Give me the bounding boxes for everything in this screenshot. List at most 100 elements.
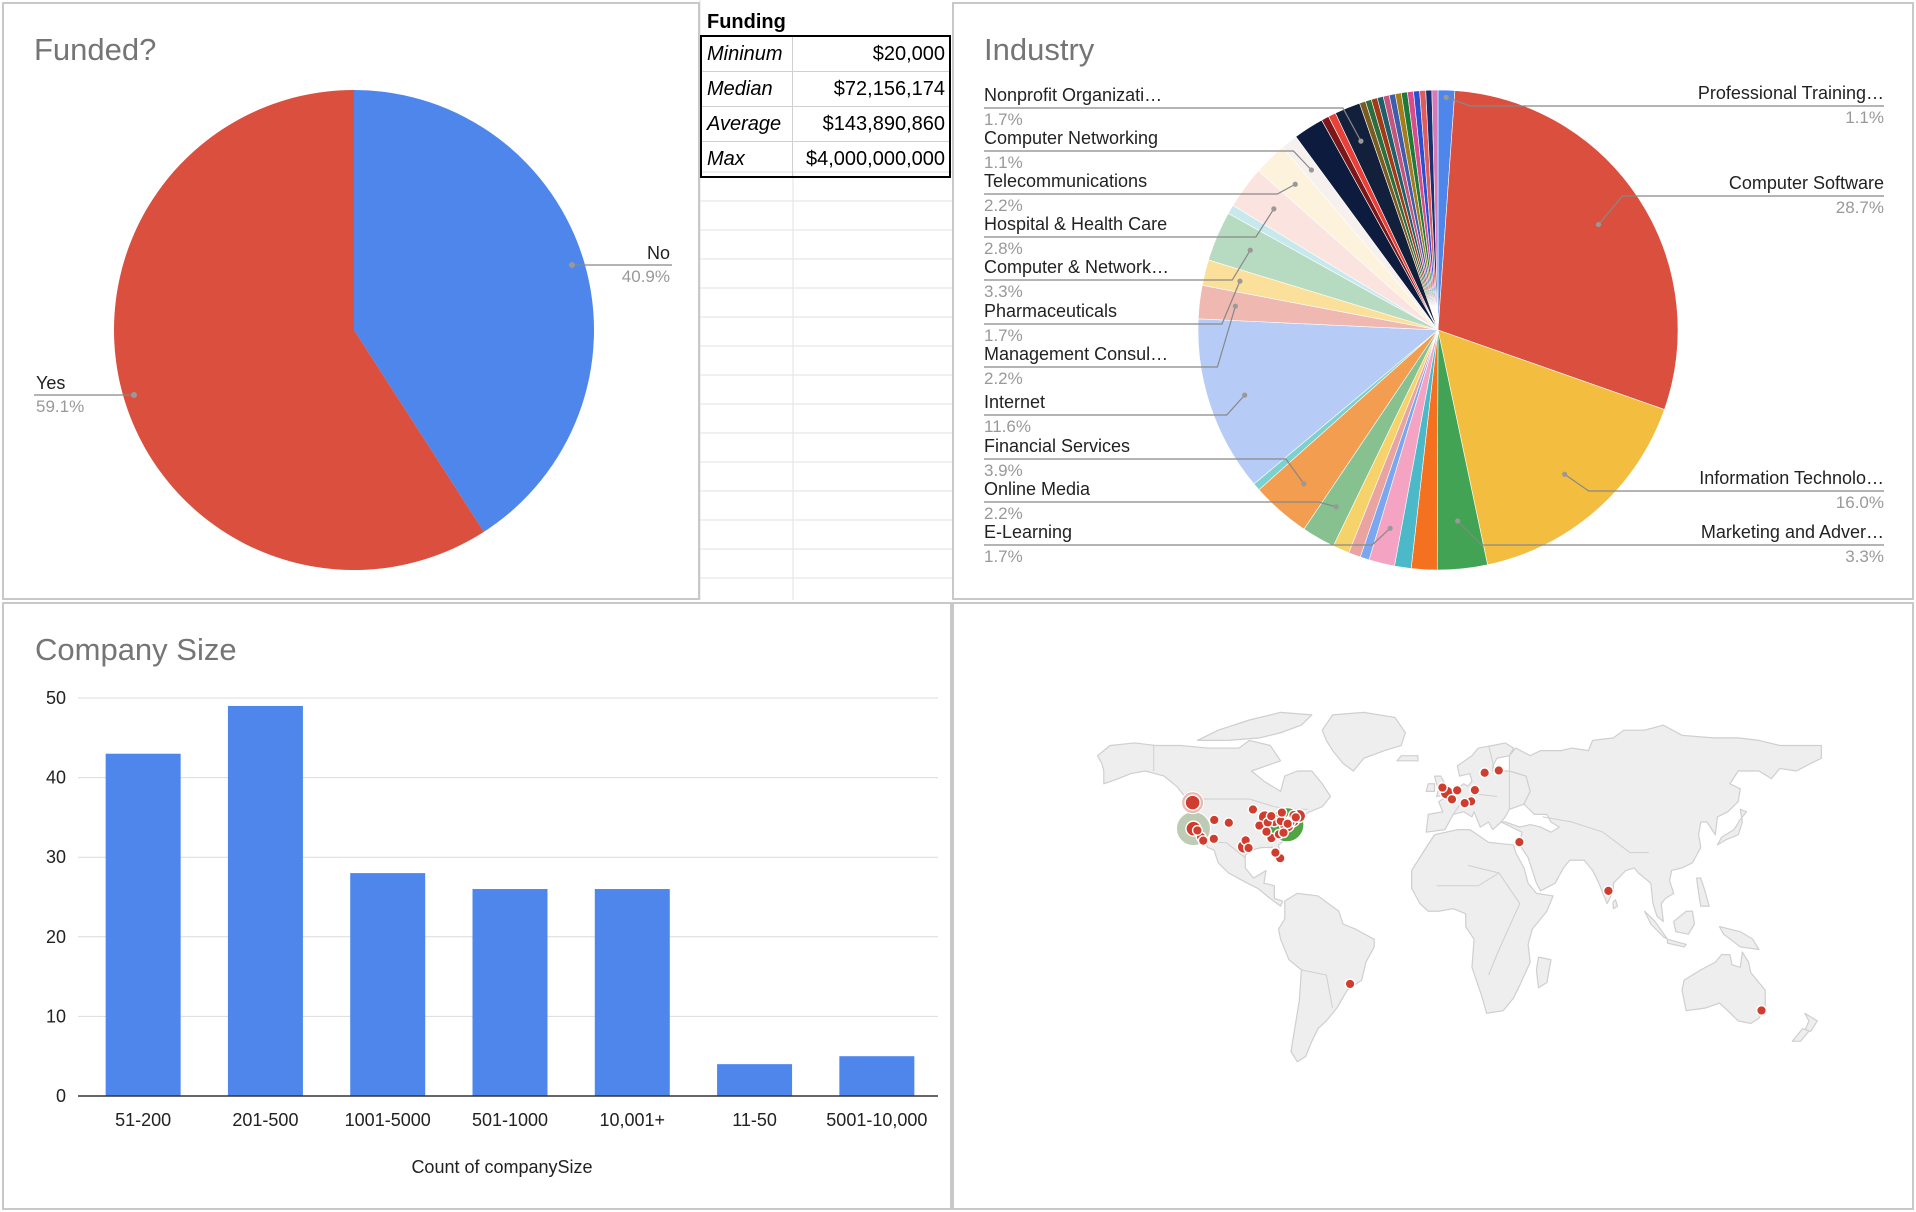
slice-pct: 40.9% (622, 267, 670, 286)
slice-label: Computer Software (1729, 173, 1884, 193)
funding-value: $143,890,860 (822, 113, 945, 135)
leader-dot (1455, 518, 1461, 524)
leader-line (984, 150, 1312, 171)
slice-pct: 3.3% (984, 282, 1023, 301)
x-tick-label: 201-500 (232, 1110, 298, 1130)
land-shape (1695, 877, 1710, 907)
land-shape (1535, 956, 1552, 989)
world-map[interactable] (954, 604, 1912, 1208)
chart-title: Funded? (34, 32, 157, 67)
funding-label: Median (702, 72, 793, 106)
leader-line (984, 306, 1236, 368)
country-border (1301, 969, 1334, 1009)
funded-pie-chart[interactable]: No 40.9% Yes 59.1% (4, 4, 698, 598)
map-marker (1513, 836, 1525, 848)
y-tick-label: 0 (56, 1086, 66, 1106)
industry-pie-chart[interactable]: Professional Training… 1.1% Computer Softw… (954, 4, 1912, 598)
funding-label: Max (702, 142, 793, 176)
slice-label: Marketing and Adver… (1701, 522, 1884, 542)
leader-dot (1308, 167, 1315, 173)
x-tick-label: 11-50 (732, 1110, 777, 1130)
slice-pct: 16.0% (1836, 493, 1884, 512)
map-marker (1436, 782, 1448, 794)
leader-line (1445, 96, 1884, 107)
slice-label: Computer Networking (984, 128, 1158, 148)
map-marker (1290, 811, 1302, 823)
x-tick-label: 5001-10,000 (826, 1110, 927, 1130)
pie-slice (1437, 90, 1679, 410)
slice-pct: 28.7% (1836, 198, 1884, 217)
leader-line (984, 394, 1246, 416)
map-marker (1223, 817, 1235, 829)
slice-pct: 2.8% (984, 239, 1023, 258)
funding-value: $4,000,000,000 (805, 148, 945, 170)
x-axis-label: Count of companySize (411, 1157, 592, 1177)
pie-slice-no (354, 90, 595, 532)
leader-line (984, 107, 1362, 142)
map-marker (1479, 767, 1491, 779)
country-border (1467, 864, 1521, 976)
geo-map-panel[interactable] (952, 602, 1914, 1210)
land-shape (1666, 938, 1687, 948)
leader-line (1564, 473, 1884, 492)
land-shape (1425, 783, 1436, 792)
slice-label: Financial Services (984, 436, 1130, 456)
funding-label: Mininum (702, 37, 793, 71)
pie-slice (1431, 89, 1439, 331)
map-marker (1755, 1004, 1767, 1016)
funding-row: Max $4,000,000,000 (702, 141, 949, 176)
leader-dot (1387, 525, 1393, 531)
bar-501-1000 (472, 889, 548, 1096)
leader-dot (1301, 481, 1307, 487)
leader-line (1457, 520, 1884, 546)
y-tick-label: 40 (46, 768, 66, 788)
map-marker (1208, 833, 1220, 845)
slice-label: Information Technolo… (1699, 468, 1884, 488)
company-size-chart-panel[interactable]: Company Size 0 10 20 30 40 50 51-200 201-500 100… (2, 602, 952, 1210)
y-tick-label: 10 (46, 1006, 66, 1026)
industry-chart-panel[interactable]: Industry Professional Training… 1.1% Compu… (952, 2, 1914, 600)
map-marker (1451, 784, 1463, 796)
leader-line (984, 208, 1275, 238)
funding-row: Average $143,890,860 (702, 106, 949, 141)
map-marker (1602, 885, 1614, 897)
leader-dot (1358, 138, 1364, 144)
country-border (1191, 798, 1308, 810)
slice-label: Telecommunications (984, 171, 1147, 191)
x-tick-label: 51-200 (115, 1110, 171, 1130)
land-shape (1643, 910, 1669, 940)
land-shape (1411, 829, 1554, 1014)
company-size-bar-chart[interactable]: 0 10 20 30 40 50 51-200 201-500 1001-5000 501-100… (4, 604, 950, 1208)
leader-dot (1562, 471, 1568, 477)
map-marker (1282, 818, 1294, 830)
bar-1001-5000 (350, 873, 426, 1096)
leader-line (984, 527, 1391, 546)
slice-pct: 2.2% (984, 369, 1023, 388)
leader-line (1598, 195, 1884, 225)
funding-stats: Mininum $20,000 Median $72,156,174 Average $1… (700, 35, 951, 178)
map-marker (1278, 827, 1290, 839)
slice-pct: 1.7% (984, 326, 1023, 345)
slice-pct: 1.7% (984, 547, 1023, 566)
land-shape (1612, 899, 1619, 910)
funding-value: $72,156,174 (833, 78, 945, 100)
pie-slice (1437, 329, 1665, 566)
funding-row: Median $72,156,174 (702, 71, 949, 106)
bar-5001-10,000 (839, 1056, 915, 1096)
funded-chart-panel[interactable]: Funded? No 40.9% Yes 59.1% (2, 2, 700, 600)
map-marker (1493, 764, 1505, 776)
chart-title: Industry (984, 32, 1095, 67)
slice-label: No (647, 243, 670, 263)
land-shape (1500, 724, 1823, 923)
leader-line (984, 501, 1337, 508)
land-shape (1681, 951, 1766, 1025)
map-marker (1184, 794, 1201, 811)
y-tick-label: 50 (46, 688, 66, 708)
bar-11-50 (717, 1064, 793, 1096)
map-marker (1469, 784, 1481, 796)
leader-dot (1292, 181, 1298, 187)
slice-pct: 2.2% (984, 196, 1023, 215)
funding-summary-table: Funding Mininum $20,000 Median $72,156,174 A… (700, 5, 952, 178)
slice-pct: 3.9% (984, 461, 1023, 480)
map-marker (1191, 824, 1203, 836)
